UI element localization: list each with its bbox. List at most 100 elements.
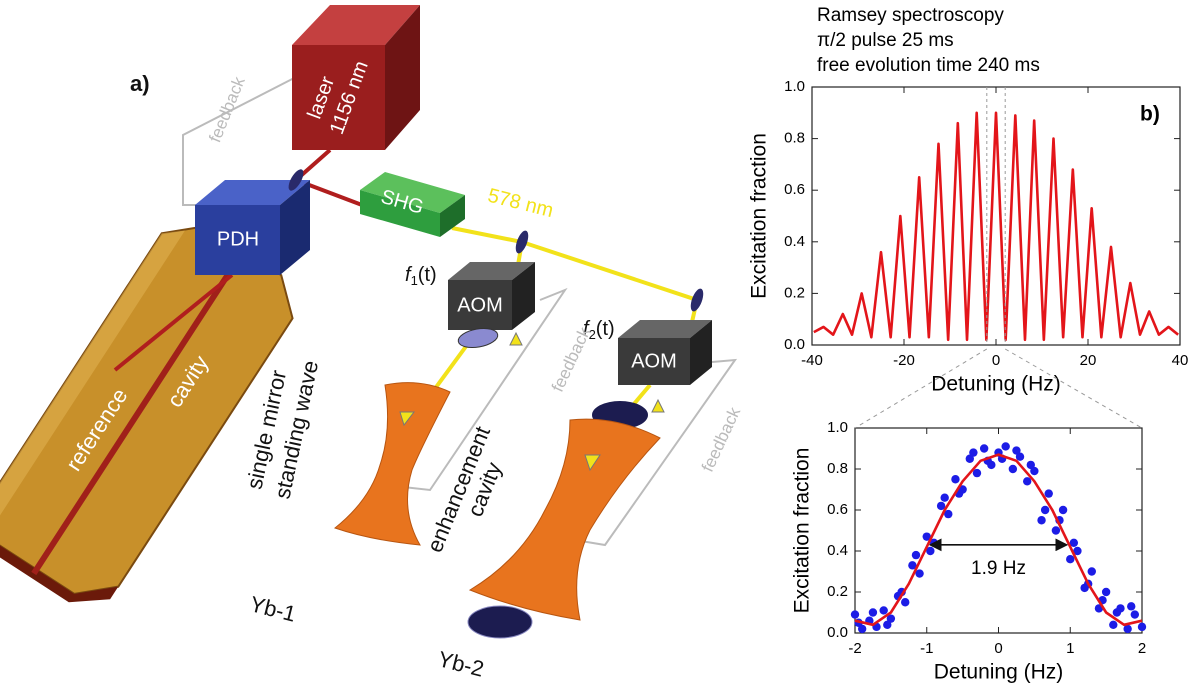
- panel-label: b): [1140, 103, 1160, 126]
- aom-label: AOM: [631, 350, 677, 372]
- data-point: [850, 610, 860, 619]
- cavity-mirror: [467, 605, 533, 639]
- feedback-label: feedback: [205, 74, 249, 146]
- chart-title: free evolution time 240 ms: [817, 55, 1040, 76]
- freq-arg: (t): [418, 264, 437, 286]
- laser-box: laser 1156 nm: [292, 5, 420, 150]
- data-point: [915, 569, 924, 578]
- data-point: [1112, 608, 1122, 617]
- feedback-label: feedback: [548, 324, 595, 395]
- x-tick-label: 1: [1066, 640, 1074, 657]
- mirror: [288, 169, 304, 191]
- data-point: [940, 493, 949, 502]
- zoom-connector: [1004, 348, 1143, 429]
- data-point: [1109, 620, 1118, 629]
- mirror: [515, 230, 529, 254]
- pdh-box: PDH: [195, 180, 310, 275]
- data-point: [883, 620, 892, 629]
- data-point: [886, 614, 896, 623]
- data-point: [951, 475, 960, 484]
- data-point: [868, 608, 878, 617]
- y-tick-label: 0.8: [827, 460, 848, 477]
- arrow-icon: [509, 331, 523, 346]
- y-tick-label: 1.0: [784, 78, 805, 95]
- data-point: [965, 454, 974, 463]
- x-tick-label: 2: [1138, 640, 1146, 657]
- data-point: [1022, 477, 1032, 486]
- y-axis-label: Excitation fraction: [791, 448, 814, 614]
- data-point: [1044, 489, 1053, 498]
- y-tick-label: 1.0: [827, 419, 848, 436]
- x-tick-label: -1: [920, 640, 933, 657]
- arrow-icon: [399, 411, 416, 427]
- data-point: [972, 468, 982, 478]
- data-point: [1130, 610, 1140, 619]
- data-point: [1001, 442, 1010, 451]
- data-line: [813, 111, 1179, 342]
- y-tick-label: 0.6: [784, 181, 805, 198]
- x-tick-label: 0: [994, 640, 1002, 657]
- aom-box: AOM f1(t): [405, 262, 535, 330]
- arrow-icon: [584, 454, 601, 472]
- zoom-connector: [854, 348, 988, 429]
- y-tick-label: 0.2: [784, 284, 805, 301]
- aom-label: AOM: [457, 294, 503, 316]
- data-point: [979, 444, 989, 453]
- y-tick-label: 0.4: [827, 542, 848, 559]
- data-point: [936, 501, 946, 511]
- pdh-label: PDH: [217, 228, 259, 250]
- lens: [457, 327, 499, 349]
- data-point: [1127, 602, 1136, 611]
- x-tick-label: 20: [1080, 352, 1097, 369]
- y-tick-label: 0.0: [827, 624, 848, 641]
- reference-cavity: reference cavity: [0, 225, 294, 603]
- x-axis-label: Detuning (Hz): [934, 661, 1064, 684]
- data-point: [1069, 538, 1079, 547]
- data-point: [908, 561, 917, 570]
- data-point: [1008, 464, 1018, 474]
- yb-label: Yb-2: [435, 646, 486, 682]
- x-tick-label: 40: [1172, 352, 1189, 369]
- data-point: [969, 448, 978, 457]
- panel-label: a): [130, 71, 150, 96]
- data-point: [1058, 505, 1068, 515]
- laser-beam: [113, 273, 234, 372]
- arrow-icon: [651, 398, 665, 413]
- x-tick-label: -2: [848, 640, 861, 657]
- data-point: [911, 550, 921, 560]
- data-point: [1037, 516, 1046, 525]
- freq-subscript: 1: [411, 273, 418, 288]
- wavelength-label: 578 nm: [486, 185, 556, 222]
- data-point: [1030, 466, 1039, 476]
- data-point: [1123, 624, 1132, 634]
- data-point: [1026, 460, 1035, 470]
- atom-cloud: [468, 418, 661, 621]
- y-axis-label: Excitation fraction: [748, 133, 771, 299]
- yb-label: Yb-1: [247, 591, 298, 627]
- data-point: [1051, 526, 1061, 535]
- y-tick-label: 0.8: [784, 130, 805, 147]
- data-point: [1087, 567, 1096, 576]
- y-tick-label: 0.2: [827, 583, 848, 600]
- data-point: [1012, 446, 1021, 455]
- frequency-label: f2(t): [583, 318, 615, 342]
- x-tick-label: 0: [992, 352, 1000, 369]
- chart-title: π/2 pulse 25 ms: [817, 30, 954, 51]
- y-tick-label: 0.6: [827, 501, 848, 518]
- x-tick-label: -20: [893, 352, 915, 369]
- y-tick-label: 0.4: [784, 233, 805, 250]
- x-axis-label: Detuning (Hz): [931, 373, 1061, 396]
- data-point: [944, 509, 953, 519]
- freq-arg: (t): [596, 318, 615, 340]
- aom-box: AOM f2(t): [583, 318, 712, 385]
- data-point: [1040, 505, 1050, 515]
- feedback-line: [574, 358, 738, 547]
- feedback-label: feedback: [698, 404, 745, 475]
- data-point: [1073, 546, 1082, 556]
- annotation: 1.9 Hz: [971, 558, 1026, 579]
- data-point: [1015, 452, 1025, 461]
- data-point: [1137, 622, 1147, 632]
- freq-subscript: 2: [589, 327, 596, 342]
- atom-cloud: [333, 382, 451, 546]
